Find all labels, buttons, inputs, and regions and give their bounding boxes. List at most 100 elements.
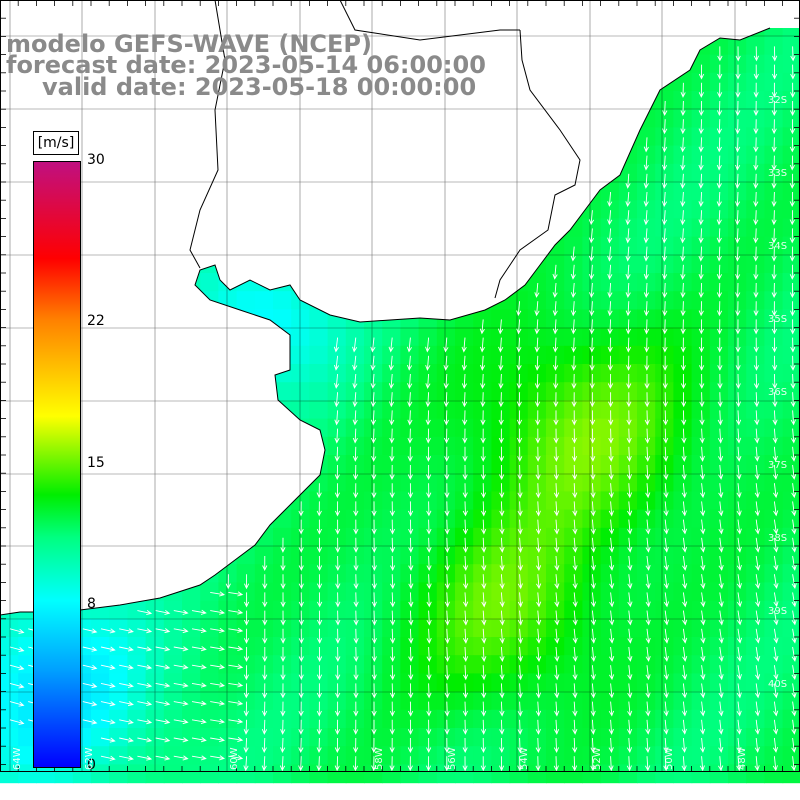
wind-arrow	[736, 701, 742, 717]
wind-arrow	[554, 683, 560, 699]
field-cell	[382, 655, 401, 674]
wind-arrow	[371, 483, 377, 499]
wind-arrow	[243, 574, 250, 590]
field-cell	[473, 455, 492, 474]
wind-arrow	[700, 665, 706, 681]
wind-arrow	[644, 392, 650, 408]
wind-arrow	[316, 756, 322, 772]
wind-arrow	[661, 246, 668, 262]
wind-arrow	[353, 737, 359, 754]
field-cell	[218, 764, 238, 784]
field-cell	[273, 691, 292, 711]
wind-arrow	[571, 355, 577, 371]
field-cell	[709, 564, 729, 583]
field-cell	[673, 455, 693, 474]
field-cell	[400, 728, 420, 747]
wind-arrow	[517, 646, 523, 663]
field-cell	[382, 600, 401, 620]
wind-arrow	[353, 610, 359, 626]
wind-arrow	[554, 555, 560, 571]
latitude-label: 35S	[768, 314, 788, 325]
field-cell	[273, 309, 292, 329]
wind-arrow	[370, 337, 376, 353]
wind-arrow	[681, 464, 687, 481]
field-cell	[691, 473, 711, 492]
wind-arrow	[480, 410, 486, 426]
wind-arrow	[755, 592, 761, 608]
field-cell	[200, 691, 219, 711]
wind-arrow	[407, 446, 413, 462]
wind-arrow	[700, 555, 706, 571]
field-cell	[728, 218, 747, 238]
wind-arrow	[499, 483, 505, 499]
field-cell	[546, 618, 565, 638]
wind-arrow	[608, 519, 615, 535]
field-cell	[509, 473, 529, 492]
field-cell	[582, 546, 602, 565]
field-cell	[764, 418, 784, 438]
field-cell	[673, 309, 693, 329]
wind-arrow	[699, 410, 705, 426]
field-cell	[291, 764, 310, 784]
field-cell	[673, 200, 693, 219]
wind-arrow	[316, 701, 322, 717]
field-cell	[764, 436, 784, 456]
wind-arrow	[228, 755, 244, 761]
wind-arrow	[480, 483, 487, 499]
field-cell	[400, 582, 420, 602]
wind-arrow	[643, 137, 649, 153]
wind-arrow	[791, 665, 797, 681]
field-cell	[436, 637, 456, 656]
field-cell	[709, 764, 729, 784]
field-cell	[746, 182, 765, 201]
wind-arrow	[791, 756, 797, 772]
field-cell	[473, 637, 492, 656]
wind-arrow	[261, 701, 268, 717]
wind-arrow	[736, 683, 742, 699]
field-cell	[618, 509, 638, 529]
field-cell	[327, 746, 347, 765]
field-cell	[764, 145, 784, 165]
field-cell	[709, 582, 729, 602]
wind-arrow	[716, 100, 723, 117]
wind-arrow	[353, 628, 359, 644]
field-cell	[673, 491, 693, 511]
field-cell	[582, 218, 602, 238]
wind-arrow	[735, 373, 741, 390]
field-cell	[382, 491, 401, 511]
field-cell	[91, 709, 110, 729]
wind-arrow	[481, 683, 487, 699]
wind-arrow	[590, 555, 596, 571]
field-cell	[655, 382, 674, 401]
wind-arrow	[645, 537, 651, 553]
field-cell	[618, 491, 638, 511]
field-cell	[455, 764, 474, 784]
wind-arrow	[480, 737, 487, 754]
wind-arrow	[735, 392, 742, 408]
field-cell	[655, 254, 674, 274]
wind-arrow	[480, 428, 486, 444]
field-cell	[509, 364, 529, 383]
field-cell	[600, 455, 620, 474]
field-cell	[673, 618, 693, 638]
wind-arrow	[771, 282, 777, 299]
wind-arrow	[535, 501, 541, 517]
field-cell	[564, 637, 583, 656]
wind-arrow	[353, 719, 359, 735]
wind-arrow	[645, 737, 651, 754]
wind-arrow	[406, 355, 413, 371]
wind-arrow	[228, 609, 244, 615]
wind-arrow	[461, 355, 467, 371]
field-cell	[728, 327, 747, 347]
field-cell	[291, 546, 310, 565]
field-cell	[273, 618, 292, 638]
field-cell	[582, 491, 602, 511]
wind-arrow	[663, 610, 670, 626]
field-cell	[673, 364, 693, 383]
wind-arrow	[790, 82, 796, 98]
field-cell	[728, 163, 747, 183]
wind-arrow	[333, 337, 339, 353]
wind-arrow	[643, 191, 649, 208]
field-cell	[491, 309, 511, 329]
wind-arrow	[663, 737, 669, 754]
